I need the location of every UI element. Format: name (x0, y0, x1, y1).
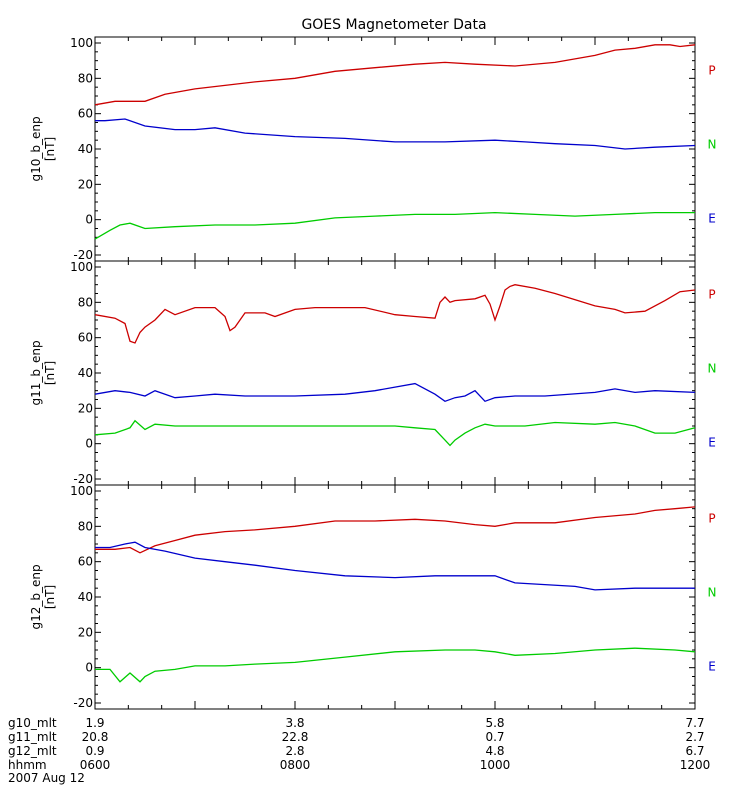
footer-row-label: g12_mlt (8, 744, 57, 758)
series-line-N (95, 541, 695, 591)
footer-date: 2007 Aug 12 (8, 771, 85, 785)
y-axis-label: g12_b_enp (29, 564, 43, 629)
y-tick-label: 0 (85, 213, 93, 227)
footer-row-value: 22.8 (282, 730, 309, 744)
footer-row-value: 0800 (280, 758, 311, 772)
y-tick-label: 60 (78, 331, 93, 345)
footer-row-value: 1.9 (85, 716, 104, 730)
y-tick-label: 100 (70, 484, 93, 498)
panel-2: -20 0 20 40 60 80 100 g11_b_enp [nT] P N E (29, 260, 716, 486)
y-tick-label: 80 (78, 295, 93, 309)
y-tick-label: -20 (73, 696, 93, 710)
y-axis-unit: [nT] (43, 361, 57, 385)
y-tick-label: 40 (78, 590, 93, 604)
footer-row-value: 4.8 (485, 744, 504, 758)
footer-row-value: 7.7 (685, 716, 704, 730)
footer-row-value: 1000 (480, 758, 511, 772)
footer-row-label: g11_mlt (8, 730, 57, 744)
y-tick-label: 20 (78, 401, 93, 415)
y-tick-label: 20 (78, 625, 93, 639)
chart-footer: g10_mlt 1.9 3.8 5.8 7.7 g11_mlt 20.8 22.8 0.7 2.7… (8, 716, 710, 785)
footer-row-value: 0600 (80, 758, 111, 772)
panel-frame (94, 36, 696, 262)
footer-row-value: 1200 (680, 758, 711, 772)
footer-row-value: 3.8 (285, 716, 304, 730)
series-line-P (95, 506, 696, 554)
chart-title: GOES Magnetometer Data (301, 17, 486, 33)
footer-row-value: 2.8 (285, 744, 304, 758)
legend-entry-N: N (708, 138, 717, 152)
y-tick-label: -20 (73, 248, 93, 262)
y-tick-label: 20 (78, 177, 93, 191)
y-tick-label: 0 (85, 437, 93, 451)
panel-frame (94, 260, 696, 486)
y-tick-label: 60 (78, 107, 93, 121)
footer-row-value: 0.7 (485, 730, 504, 744)
footer-row-value: 20.8 (82, 730, 109, 744)
legend-entry-N: N (708, 362, 717, 376)
legend-entry-N: N (708, 586, 717, 600)
series-line-E (94, 211, 695, 240)
footer-row-value: 0.9 (85, 744, 104, 758)
footer-row-label: g10_mlt (8, 716, 57, 730)
y-axis-label: g10_b_enp (29, 116, 43, 181)
series-line-P (94, 44, 696, 106)
y-tick-label: 60 (78, 555, 93, 569)
legend-entry-P: P (708, 64, 715, 78)
footer-row-value: 6.7 (685, 744, 704, 758)
y-tick-label: 100 (70, 260, 93, 274)
y-axis-unit: [nT] (43, 137, 57, 161)
panel-3: -20 0 20 40 60 80 100 g12_b_enp [nT] P N E (29, 484, 716, 710)
legend-entry-E: E (708, 211, 716, 225)
panel-1: -20 0 20 40 60 80 100 g10_b_enp [nT] P N E (29, 36, 716, 262)
y-axis-unit: [nT] (43, 585, 57, 609)
y-tick-label: 40 (78, 366, 93, 380)
footer-row-value: 2.7 (685, 730, 704, 744)
y-tick-label: 0 (85, 661, 93, 675)
y-axis-label: g11_b_enp (29, 340, 43, 405)
y-tick-label: 80 (78, 71, 93, 85)
series-line-N (95, 118, 696, 150)
y-tick-label: 100 (70, 36, 93, 50)
series-line-P (94, 284, 696, 344)
legend-entry-E: E (708, 435, 716, 449)
y-tick-label: 40 (78, 142, 93, 156)
legend-entry-P: P (708, 512, 715, 526)
panel-frame (94, 484, 696, 710)
footer-row-value: 5.8 (485, 716, 504, 730)
footer-row-label: hhmm (8, 758, 47, 772)
legend-entry-E: E (708, 659, 716, 673)
series-line-E (94, 419, 696, 447)
y-tick-label: 80 (78, 519, 93, 533)
y-tick-label: -20 (73, 472, 93, 486)
series-line-E (95, 647, 696, 683)
legend-entry-P: P (708, 288, 715, 302)
series-line-N (94, 382, 696, 403)
